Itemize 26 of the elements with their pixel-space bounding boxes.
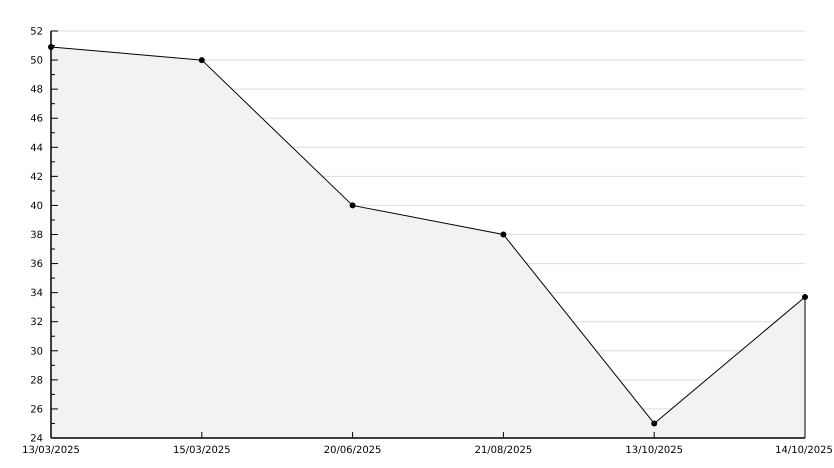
y-tick-label: 44: [30, 142, 43, 154]
y-tick-label: 52: [30, 26, 43, 38]
y-tick-label: 50: [30, 56, 43, 67]
x-tick-label: 20/06/2025: [324, 445, 382, 456]
y-tick-label: 28: [30, 375, 43, 386]
y-tick-label: 36: [30, 259, 43, 270]
y-tick-label: 32: [30, 317, 43, 328]
point: [350, 202, 356, 208]
point: [651, 420, 658, 426]
y-tick-label: 42: [30, 172, 43, 183]
y-tick-label: 38: [30, 230, 43, 241]
x-tick-label: 15/03/2025: [172, 445, 231, 456]
y-tick-label: 40: [30, 200, 43, 212]
x-tick-label: 14/10/2025: [775, 445, 833, 456]
x-tick-label: 21/08/2025: [474, 445, 532, 456]
y-tick-label: 34: [30, 288, 43, 300]
point: [198, 57, 205, 64]
point: [802, 294, 808, 300]
y-tick-label: 46: [30, 114, 43, 125]
x-tick-label: 13/03/2025: [22, 445, 80, 456]
y-tick-label: 30: [30, 346, 43, 358]
x-tick-label: 13/10/2025: [625, 445, 684, 456]
y-tick-label: 24: [30, 434, 43, 444]
y-tick-label: 48: [30, 84, 43, 96]
y-tick-label: 26: [30, 404, 43, 416]
point: [500, 232, 506, 238]
